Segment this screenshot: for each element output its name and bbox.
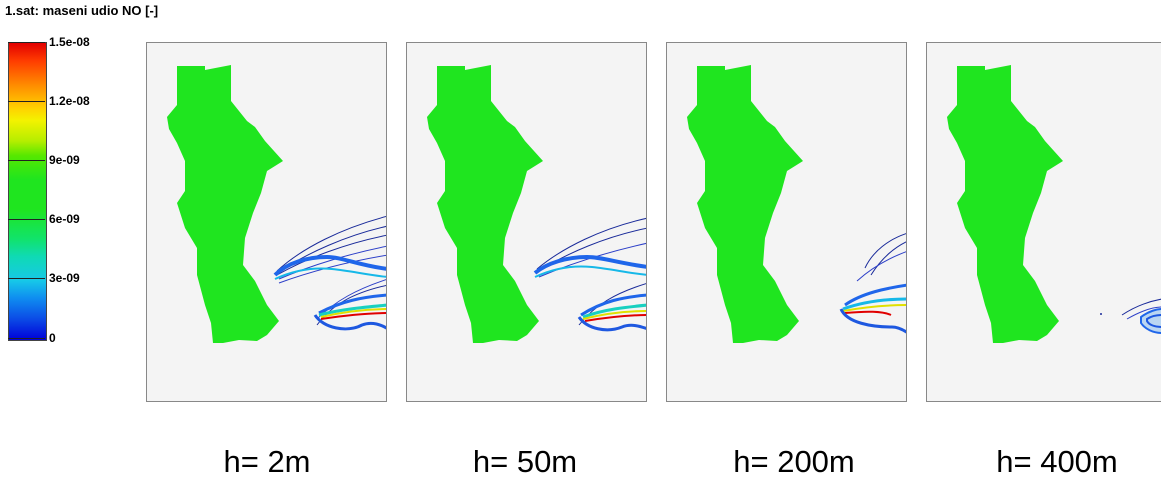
colorbar-tick-label: 9e-09 [49, 153, 80, 167]
land-region [427, 65, 543, 343]
colorbar-tick-line [8, 42, 45, 43]
colorbar-tick-label: 1.5e-08 [49, 35, 90, 49]
map-panel-svg [167, 65, 386, 343]
colorbar-tick-line [8, 160, 45, 161]
colorbar-tick-line [8, 338, 45, 339]
panel-label-h2m: h= 2m [223, 444, 311, 479]
land-region [167, 65, 283, 343]
colorbar-tick-line [8, 219, 45, 220]
land-region [947, 65, 1063, 343]
colorbar-tick-line [8, 101, 45, 102]
land-region [687, 65, 803, 343]
colorbar [8, 42, 47, 341]
panel-label-h400m: h= 400m [996, 444, 1118, 479]
map-panel-svg [427, 65, 646, 343]
pollution-plume [533, 217, 646, 332]
pollution-plume [1100, 298, 1161, 334]
panel-label-h50m: h= 50m [472, 444, 578, 479]
panel-label-h200m: h= 200m [733, 444, 855, 479]
map-panel-svg [947, 65, 1161, 343]
colorbar-tick-label: 3e-09 [49, 271, 80, 285]
colorbar-tick-label: 1.2e-08 [49, 94, 90, 108]
map-panel-h400m [926, 42, 1161, 402]
plot-title: 1.sat: maseni udio NO [-] [5, 3, 159, 18]
colorbar-tick-label: 6e-09 [49, 212, 80, 226]
map-panel-h200m [666, 42, 907, 402]
map-panel-svg [687, 65, 906, 343]
colorbar-tick-line [8, 278, 45, 279]
map-panel-h2m [146, 42, 387, 402]
map-panel-h50m [406, 42, 647, 402]
pollution-plume [839, 233, 906, 334]
colorbar-tick-label: 0 [49, 331, 56, 345]
pollution-plume [273, 216, 386, 331]
